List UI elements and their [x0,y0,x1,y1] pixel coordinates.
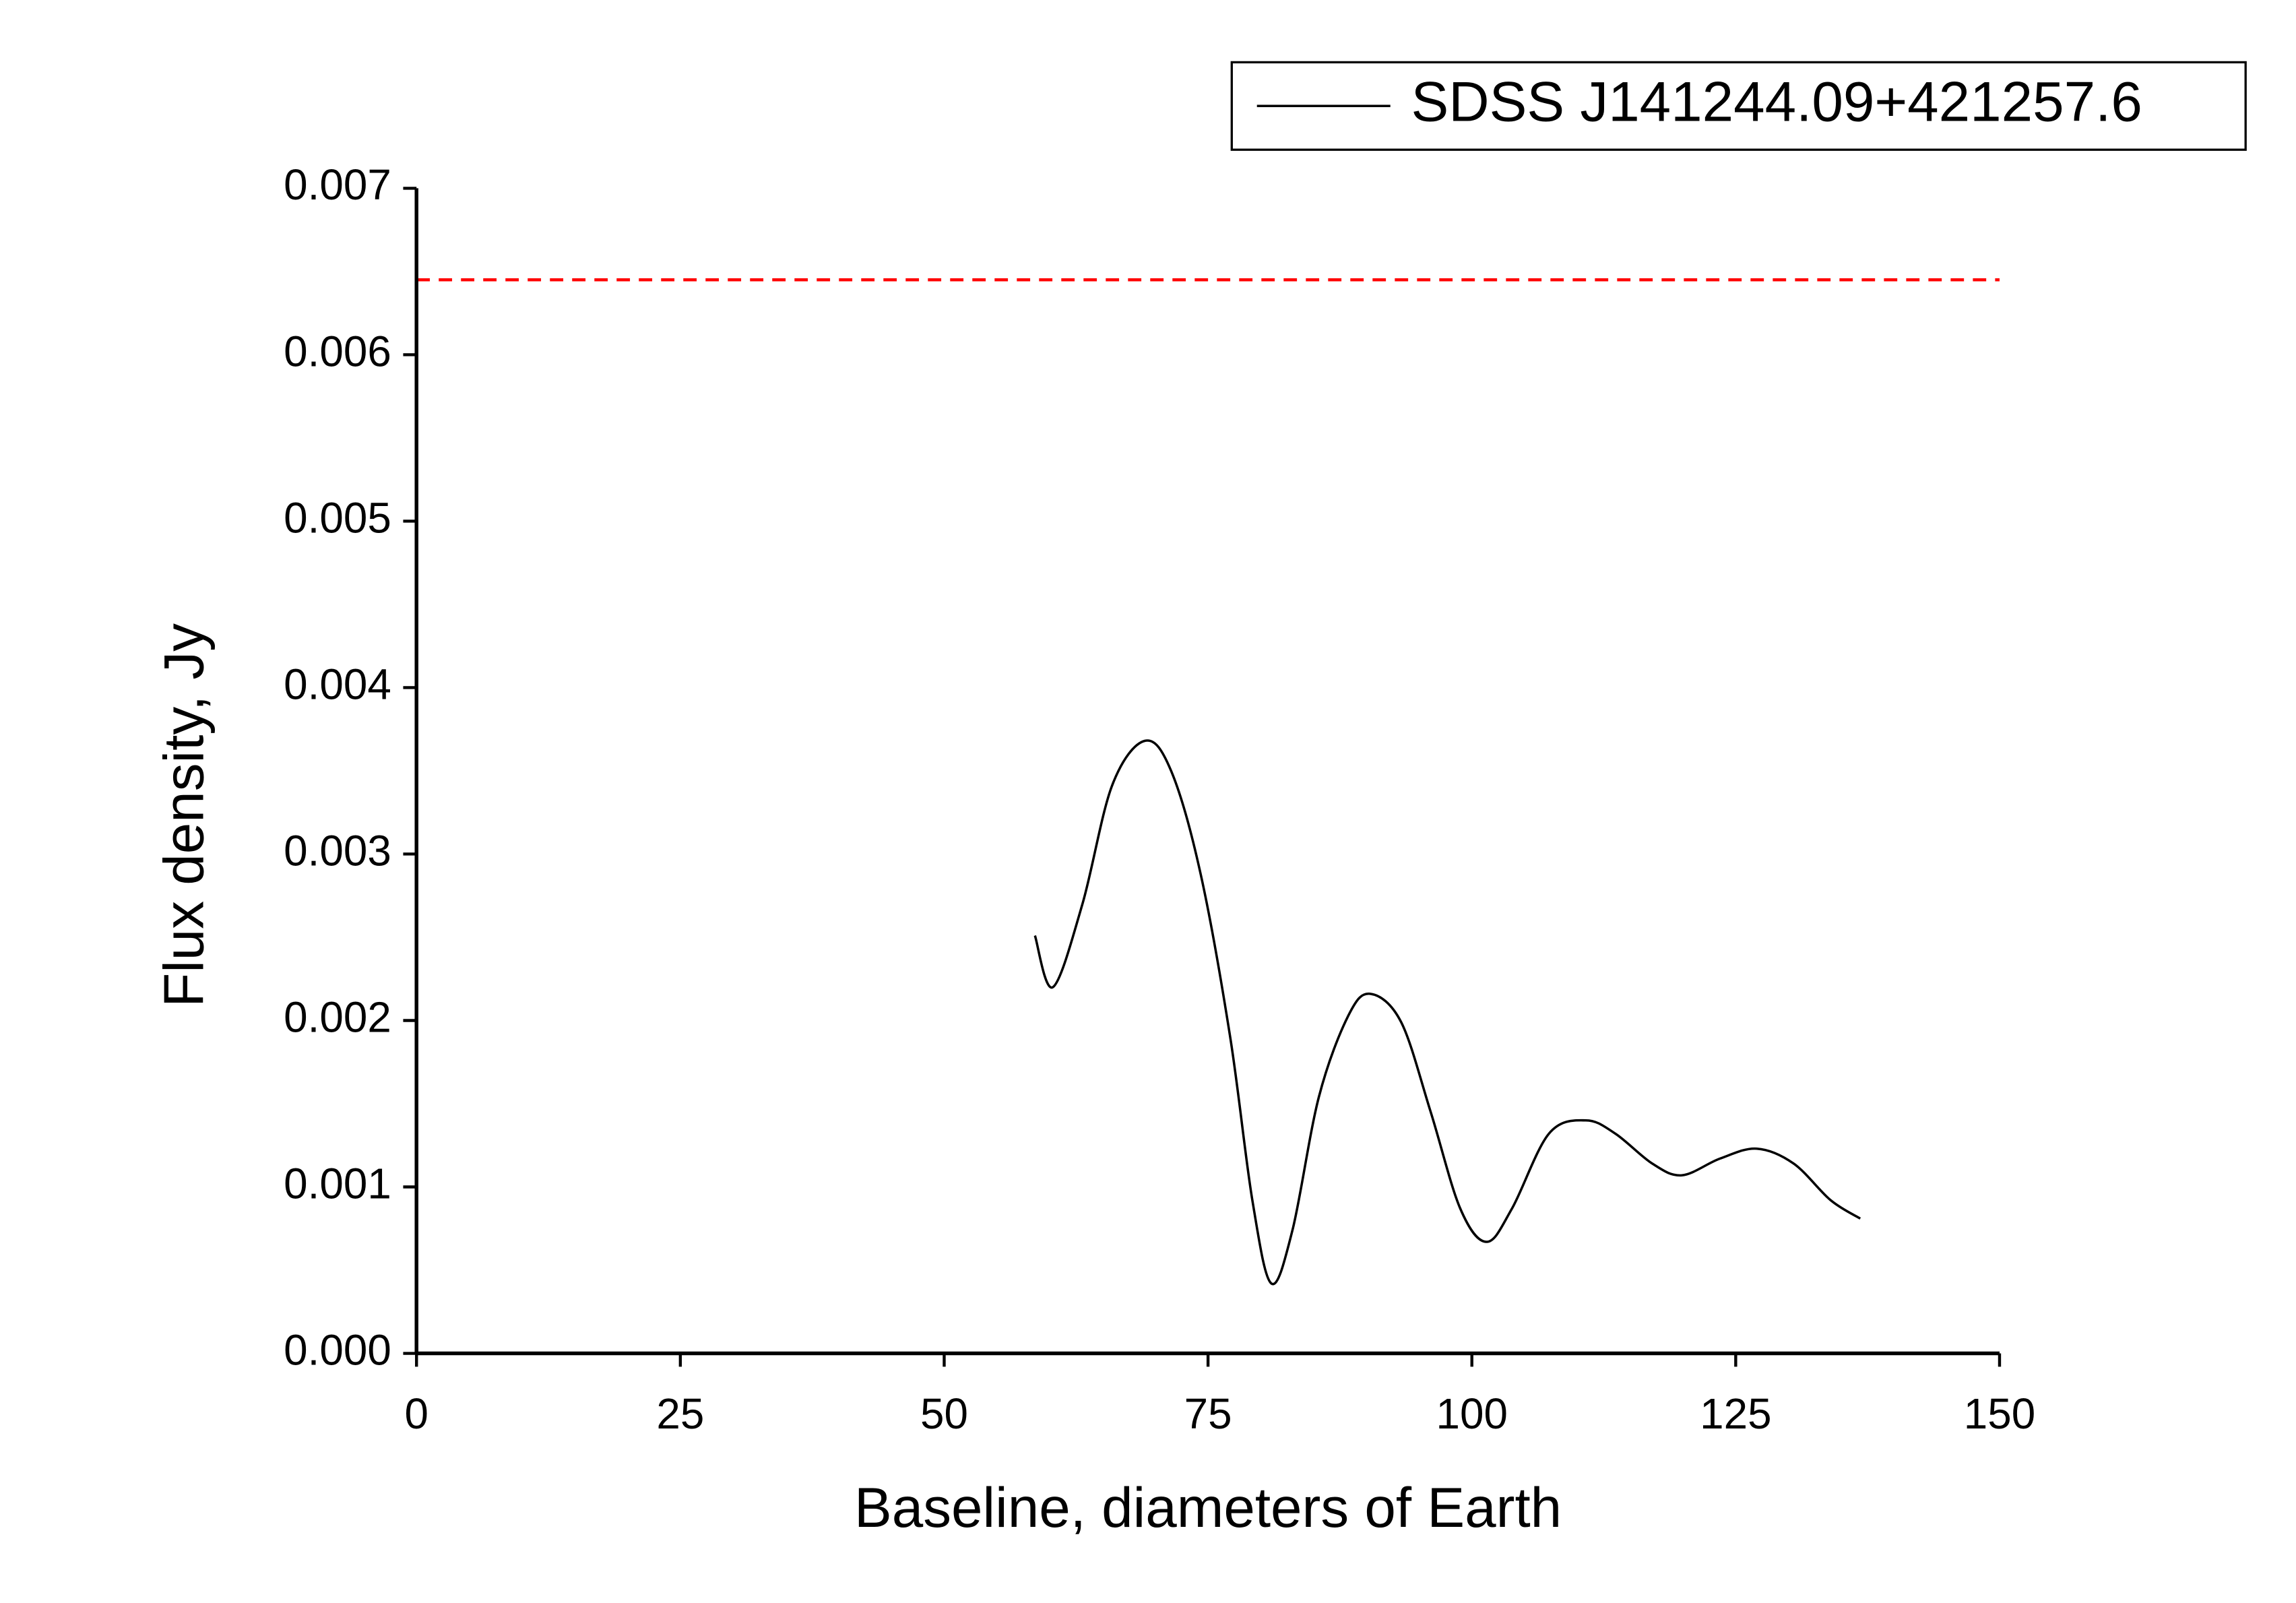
x-tick-label: 150 [1964,1389,2035,1438]
x-axis-title: Baseline, diameters of Earth [854,1476,1562,1539]
y-axis-title: Flux density, Jy [152,623,215,1007]
x-tick-label: 50 [920,1389,968,1438]
legend-label: SDSS J141244.09+421257.6 [1411,69,2142,133]
y-tick-label: 0.004 [284,660,391,708]
y-tick-label: 0.003 [284,826,391,875]
y-tick-label: 0.006 [284,327,391,375]
x-tick-label: 75 [1184,1389,1232,1438]
x-tick-label: 100 [1436,1389,1507,1438]
y-tick-label: 0.005 [284,493,391,542]
y-tick-label: 0.000 [284,1325,391,1374]
y-tick-label: 0.002 [284,993,391,1041]
legend-box [1230,61,2247,151]
x-tick-label: 25 [656,1389,704,1438]
x-tick-label: 125 [1700,1389,1771,1438]
data-line [1033,739,1861,1286]
y-tick-label: 0.007 [284,160,391,209]
y-tick-label: 0.001 [284,1159,391,1207]
x-tick-label: 0 [404,1389,428,1438]
